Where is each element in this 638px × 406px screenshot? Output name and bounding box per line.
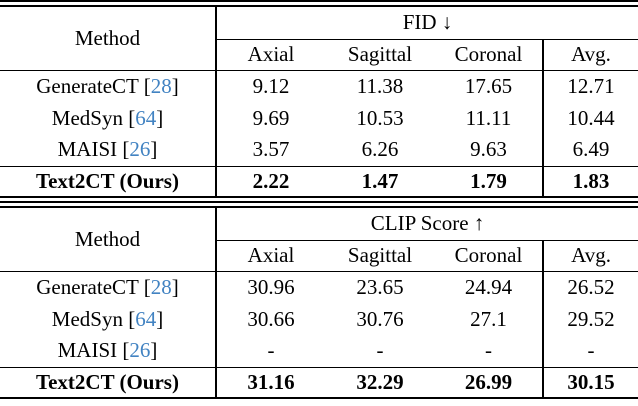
table-row-generatect: GenerateCT [28] 9.12 11.38 17.65 12.71	[0, 70, 638, 102]
value-cell: 30.15	[541, 366, 638, 398]
table-row-text2ct: Text2CT (Ours) 31.16 32.29 26.99 30.15	[0, 366, 638, 398]
col-header-coronal: Coronal	[435, 39, 543, 71]
cite-close-bracket: ]	[150, 137, 158, 162]
clip-score-table-section: Method CLIP Score ↑ Axial Sagittal Coron…	[0, 201, 638, 399]
value-cell: 26.52	[541, 271, 638, 303]
cite-close-bracket: ]	[171, 73, 179, 98]
cite-close-bracket: ]	[150, 338, 158, 363]
method-cell: GenerateCT [28]	[0, 70, 217, 102]
value-cell: -	[485, 338, 492, 363]
cite-close-bracket: ]	[156, 105, 164, 130]
cite-close-bracket: ]	[171, 274, 179, 299]
value-cell: 1.83	[541, 165, 638, 197]
col-header-coronal: Coronal	[435, 240, 543, 272]
value-cell: 27.1	[470, 306, 507, 331]
value-cell: 30.76	[356, 306, 404, 331]
fid-table-section: Method FID ↓ Axial Sagittal Coronal Avg.…	[0, 0, 638, 198]
value-cell: 10.44	[541, 102, 638, 134]
col-header-sagittal: Sagittal	[325, 39, 435, 71]
value-cell: 23.65	[356, 274, 404, 299]
citation-link-64[interactable]: 64	[135, 306, 157, 331]
col-header-axial: Axial	[216, 240, 325, 272]
citation-link-28[interactable]: 28	[150, 73, 172, 98]
cite-close-bracket: ]	[156, 306, 164, 331]
cite-open-bracket: [	[143, 274, 151, 299]
cite-open-bracket: [	[122, 338, 130, 363]
citation-link-64[interactable]: 64	[135, 105, 157, 130]
value-cell: 24.94	[464, 274, 513, 299]
table-row-maisi: MAISI [26] 3.57 6.26 9.63 6.49	[0, 134, 638, 166]
method-label: MedSyn	[51, 306, 123, 331]
value-cell: 31.16	[216, 366, 325, 398]
value-cell: 32.29	[325, 366, 435, 398]
method-label: GenerateCT	[36, 274, 139, 299]
citation-link-28[interactable]: 28	[150, 274, 172, 299]
value-cell: 3.57	[252, 137, 290, 162]
method-cell: MAISI [26]	[0, 134, 217, 166]
value-cell: 9.63	[470, 137, 507, 162]
col-header-avg: Avg.	[541, 39, 638, 71]
value-cell: 9.69	[252, 105, 290, 130]
value-cell: 12.71	[541, 70, 638, 102]
col-header-avg: Avg.	[541, 240, 638, 272]
method-label: MedSyn	[51, 105, 123, 130]
method-label: MAISI	[57, 137, 118, 162]
value-cell: 30.96	[247, 274, 295, 299]
value-cell: -	[541, 335, 638, 367]
table-row-generatect: GenerateCT [28] 30.96 23.65 24.94 26.52	[0, 271, 638, 303]
method-column-header: Method	[0, 207, 217, 272]
method-label: MAISI	[57, 338, 118, 363]
value-cell: 1.47	[325, 165, 435, 197]
value-cell: 17.65	[464, 73, 513, 98]
fid-table: Method FID ↓ Axial Sagittal Coronal Avg.…	[0, 5, 638, 198]
value-cell: -	[267, 338, 275, 363]
value-cell: 9.12	[252, 73, 290, 98]
table-row-medsyn: MedSyn [64] 9.69 10.53 11.11 10.44	[0, 102, 638, 134]
clip-score-table: Method CLIP Score ↑ Axial Sagittal Coron…	[0, 206, 638, 399]
fid-metric-header: FID ↓	[216, 6, 638, 40]
value-cell: 2.22	[216, 165, 325, 197]
table-row-medsyn: MedSyn [64] 30.66 30.76 27.1 29.52	[0, 303, 638, 335]
method-label: GenerateCT	[36, 73, 139, 98]
method-cell: Text2CT (Ours)	[0, 366, 217, 398]
table-row-text2ct: Text2CT (Ours) 2.22 1.47 1.79 1.83	[0, 165, 638, 197]
value-cell: 29.52	[541, 303, 638, 335]
col-header-sagittal: Sagittal	[325, 240, 435, 272]
value-cell: 1.79	[435, 165, 543, 197]
method-cell: Text2CT (Ours)	[0, 165, 217, 197]
clip-metric-header: CLIP Score ↑	[216, 207, 638, 241]
cite-open-bracket: [	[128, 105, 136, 130]
col-header-axial: Axial	[216, 39, 325, 71]
value-cell: 11.38	[356, 73, 404, 98]
value-cell: 30.66	[247, 306, 295, 331]
cite-open-bracket: [	[122, 137, 130, 162]
value-cell: 26.99	[435, 366, 543, 398]
table-row-maisi: MAISI [26] - - - -	[0, 335, 638, 367]
value-cell: 11.11	[465, 105, 512, 130]
value-cell: 10.53	[356, 105, 404, 130]
method-column-header: Method	[0, 6, 217, 71]
method-cell: MedSyn [64]	[0, 303, 217, 335]
method-cell: MedSyn [64]	[0, 102, 217, 134]
method-cell: MAISI [26]	[0, 335, 217, 367]
value-cell: 6.26	[361, 137, 399, 162]
citation-link-26[interactable]: 26	[129, 338, 151, 363]
method-cell: GenerateCT [28]	[0, 271, 217, 303]
cite-open-bracket: [	[128, 306, 136, 331]
value-cell: 6.49	[541, 134, 638, 166]
citation-link-26[interactable]: 26	[129, 137, 151, 162]
cite-open-bracket: [	[143, 73, 151, 98]
value-cell: -	[376, 338, 384, 363]
